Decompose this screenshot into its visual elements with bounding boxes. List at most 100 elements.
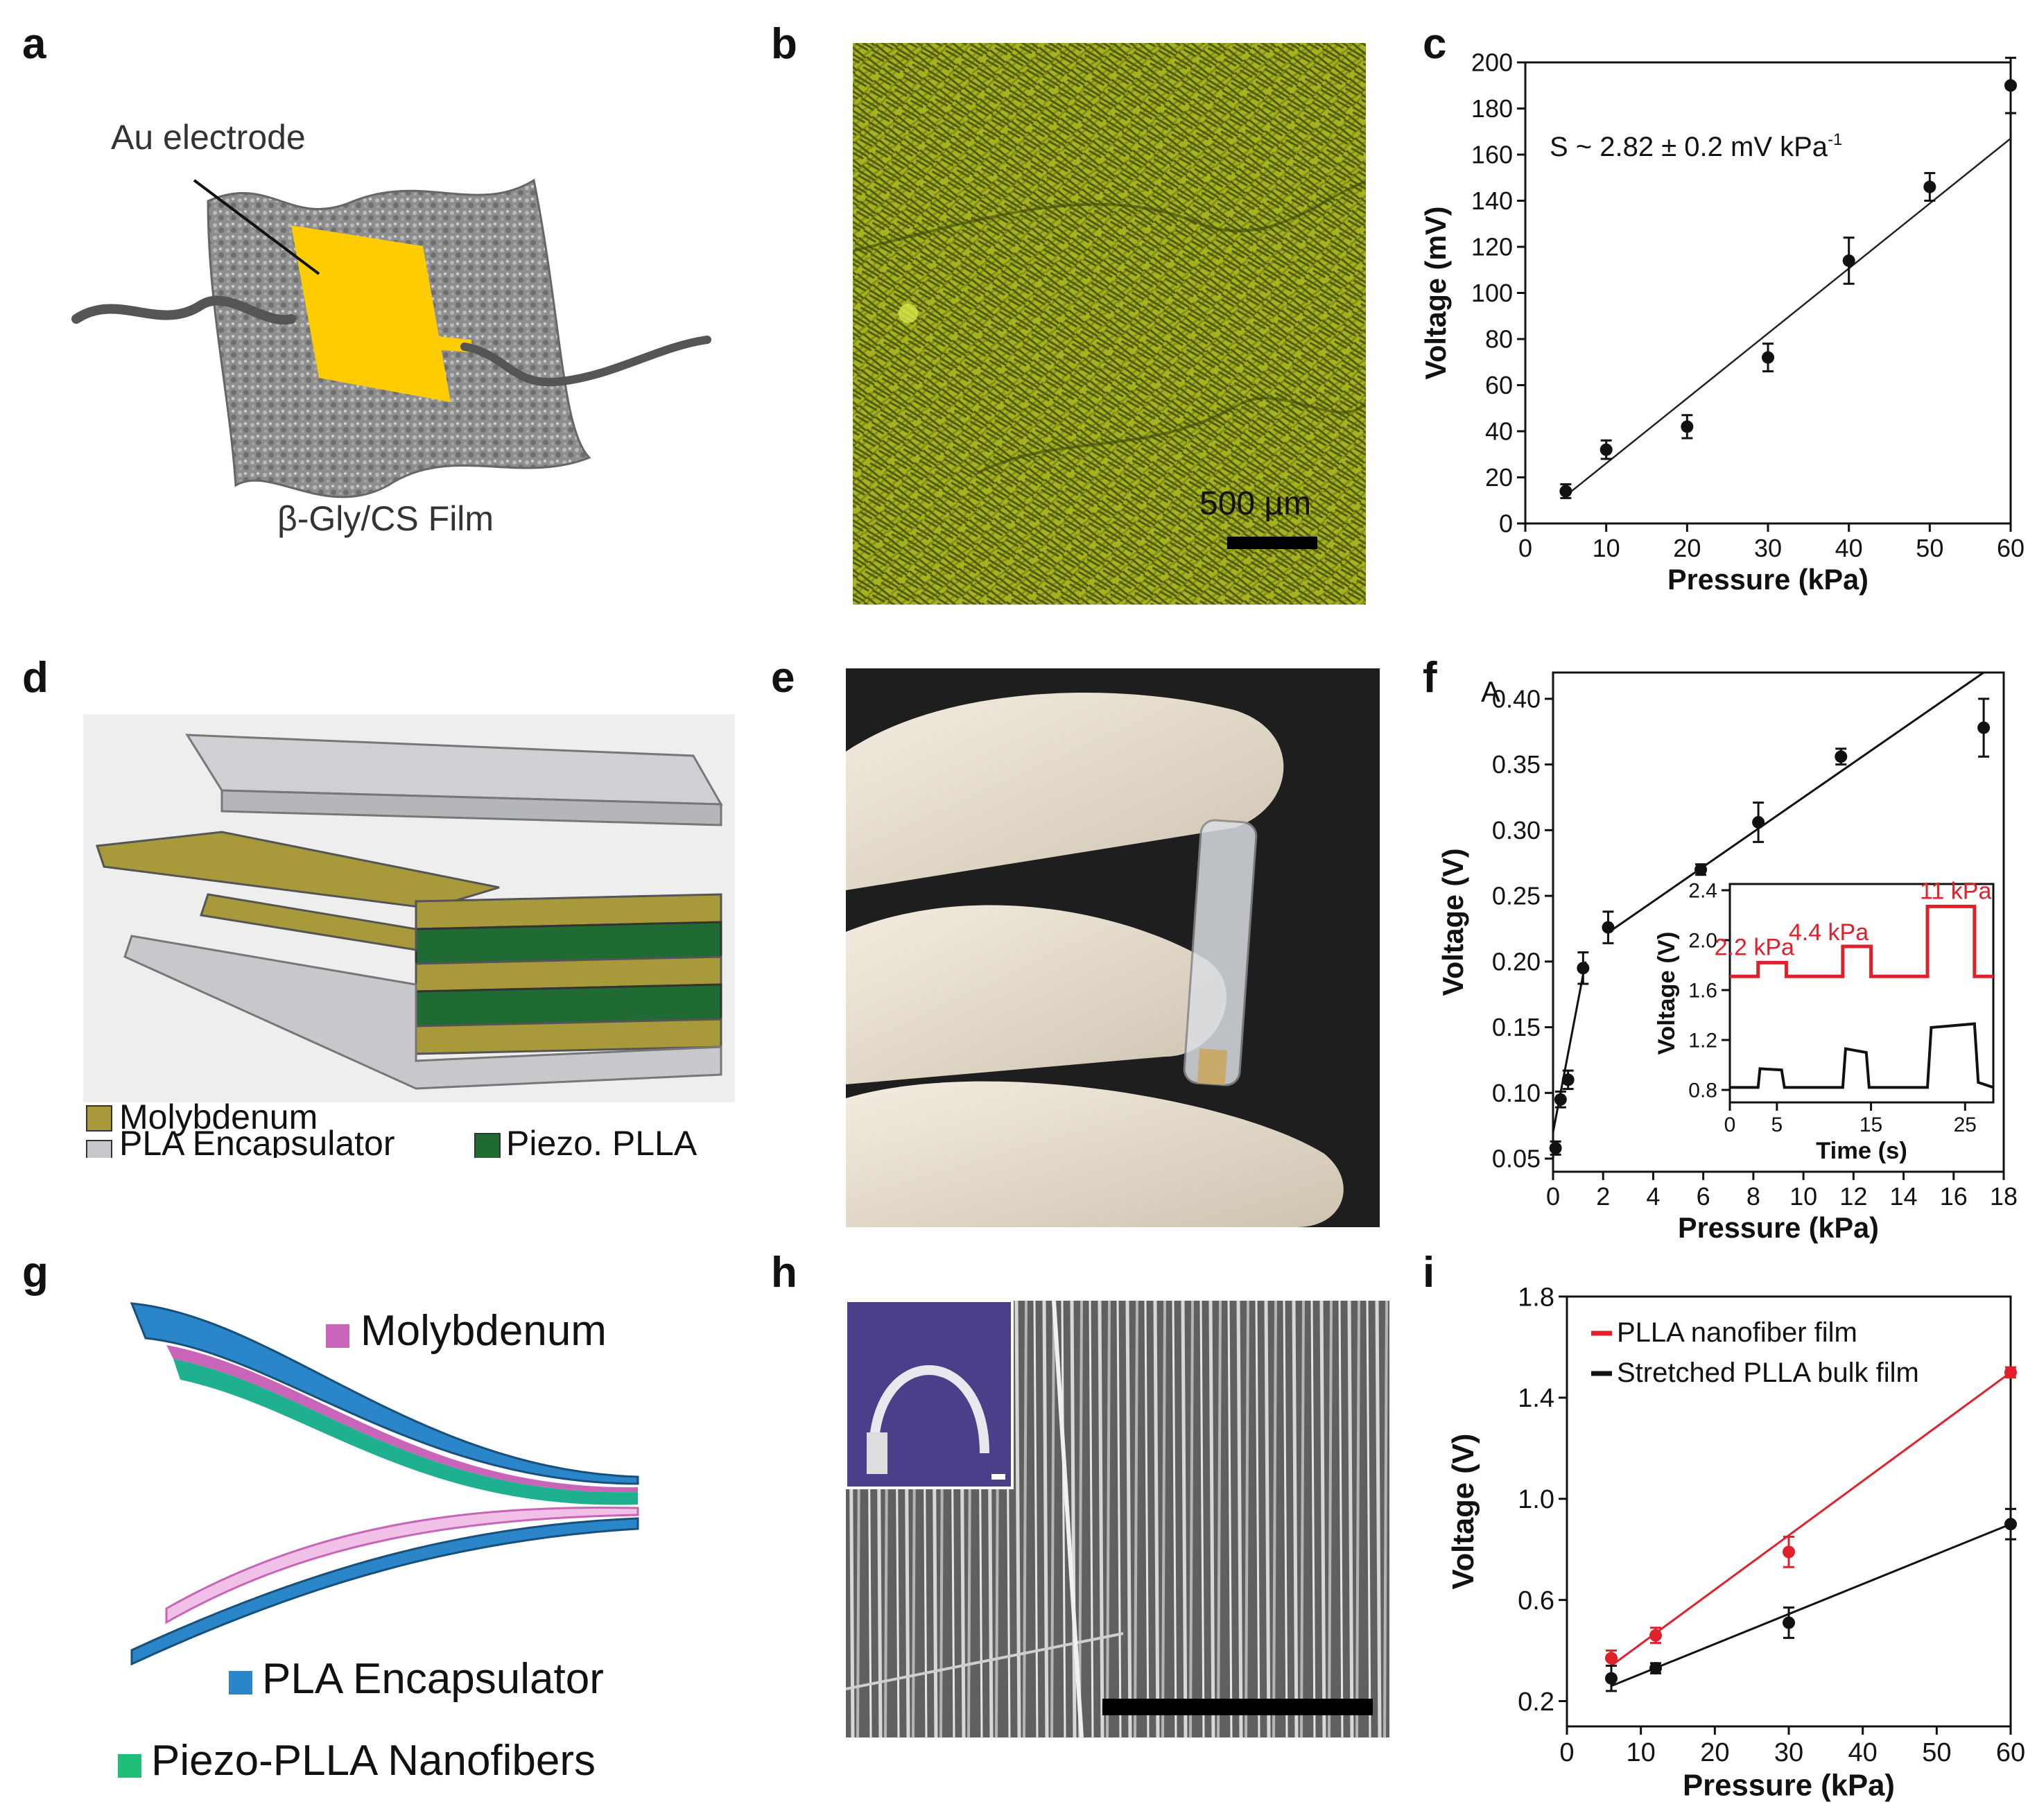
panel-label-c: c: [1423, 20, 1447, 68]
data-point: [1559, 485, 1572, 498]
y-tick-label: 40: [1485, 417, 1513, 446]
y-tick-label: 2.4: [1688, 880, 1717, 903]
data-point: [2004, 79, 2017, 92]
x-tick-label: 50: [1922, 1738, 1951, 1767]
x-tick-label: 12: [1839, 1182, 1867, 1211]
legend-d-pla: PLA Encapsulator: [119, 1124, 395, 1158]
x-tick-label: 15: [1860, 1113, 1882, 1136]
y-axis-label: Voltage (mV): [1421, 207, 1452, 380]
y-tick-label: 180: [1471, 94, 1513, 123]
y-tick-label: 0.20: [1492, 947, 1541, 976]
data-point: [1600, 443, 1613, 456]
panel-label-h: h: [771, 1249, 797, 1297]
device-schematic-g: Molybdenum PLA Encapsulator Piezo-PLLA N…: [118, 1302, 639, 1785]
chart-f: 0 2 4 6 8 10 12 14 16 18 0.05 0.10 0.15 0.20 0.25 0.30 0…: [1437, 671, 2018, 1244]
spherulite-micrograph: 500 µm: [852, 43, 1367, 605]
panel-h: [844, 1299, 1389, 1738]
data-point: [1783, 1545, 1795, 1559]
y-tick-label: 0.8: [1688, 1080, 1717, 1102]
y-tick-label: 0.15: [1492, 1013, 1541, 1041]
panel-label-g: g: [22, 1249, 49, 1297]
data-point: [1554, 1093, 1567, 1106]
data-point: [1783, 1616, 1795, 1629]
data-point: [2004, 1366, 2017, 1379]
panel-label-i: i: [1423, 1249, 1435, 1297]
data-point: [1577, 962, 1590, 975]
fit-line: [1565, 137, 2011, 497]
x-tick-label: 6: [1697, 1182, 1710, 1211]
y-tick-label: 0.05: [1492, 1145, 1541, 1173]
data-point: [1762, 351, 1774, 364]
panel-label-f: f: [1423, 654, 1437, 702]
y-tick-label: 100: [1471, 279, 1513, 307]
inset-chart: 0 5 15 25 0.8 1.2 1.6 2.0 2.4 Time (s) Voltage (V)…: [1654, 878, 1995, 1164]
x-tick-label: 60: [1997, 534, 2025, 562]
legend-g-molybdenum: Molybdenum: [361, 1307, 607, 1355]
x-tick-label: 0: [1518, 534, 1532, 562]
y-axis-label: Voltage (V): [1437, 848, 1469, 996]
data-point: [1602, 921, 1615, 934]
data-point: [1549, 1141, 1562, 1154]
inset-pressure-label: 4.4 kPa: [1789, 919, 1869, 946]
y-tick-label: 140: [1471, 187, 1513, 215]
inset-pressure-label: 11 kPa: [1920, 878, 1991, 905]
x-tick-label: 2: [1596, 1182, 1610, 1211]
panel-label-e: e: [771, 654, 795, 702]
panel-a: Au electrode β-Gly/CS Film: [62, 97, 728, 555]
panel-e: [846, 668, 1380, 1227]
legend-g-pla: PLA Encapsulator: [262, 1655, 604, 1703]
au-electrode: [291, 225, 451, 402]
y-tick-label: 60: [1485, 371, 1513, 399]
y-tick-label: 0.35: [1492, 750, 1541, 779]
sensor-illustration: Au electrode β-Gly/CS Film: [71, 118, 711, 538]
inset-bg: [1730, 884, 1993, 1102]
panel-label-a: a: [22, 20, 46, 68]
panel-b: 500 µm: [852, 43, 1367, 605]
x-tick-label: 0: [1724, 1113, 1736, 1136]
x-axis-label: Pressure (kPa): [1678, 1212, 1879, 1244]
x-tick-label: 10: [1627, 1738, 1656, 1767]
legend-d-molybdenum: Molybdenum: [119, 1098, 318, 1136]
y-tick-label: 0.25: [1492, 882, 1541, 910]
y-tick-label: 160: [1471, 141, 1513, 169]
wire-left: [71, 295, 296, 325]
device-schematic-d: Molybdenum PLA Encapsulator Piezo. PLLA: [83, 714, 735, 1166]
x-tick-label: 30: [1774, 1738, 1803, 1767]
data-point: [1681, 420, 1694, 433]
x-tick-label: 8: [1746, 1182, 1760, 1211]
data-point: [2004, 1518, 2017, 1531]
y-tick-label: 2.0: [1688, 930, 1717, 953]
annotation-superscript: -1: [1828, 130, 1842, 149]
legend-label-0: PLLA nanofiber film: [1617, 1317, 1857, 1348]
data-point: [1923, 180, 1936, 193]
data-point: [1605, 1652, 1618, 1665]
film-label: β-Gly/CS Film: [277, 499, 494, 538]
x-tick-label: 14: [1890, 1182, 1918, 1211]
data-point: [1694, 863, 1708, 876]
y-tick-label: 120: [1471, 233, 1513, 261]
panel-g: Molybdenum PLA Encapsulator Piezo-PLLA N…: [104, 1276, 714, 1803]
y-tick-label: 1.6: [1688, 980, 1717, 1003]
fit-line-0: [1611, 1371, 2011, 1667]
x-tick-label: 4: [1646, 1182, 1660, 1211]
scale-bar-label: 500 µm: [1199, 485, 1311, 522]
data-point: [1977, 721, 1991, 734]
sem-nanofibers: [844, 1299, 1389, 1738]
legend-g-piezo: Piezo-PLLA Nanofibers: [151, 1737, 596, 1785]
x-axis-label: Pressure (kPa): [1683, 1768, 1895, 1802]
inset-stimulus-trace: [1730, 904, 1993, 978]
scale-bar-h: [1102, 1699, 1373, 1715]
y-tick-label: 0.10: [1492, 1079, 1541, 1107]
x-tick-label: 0: [1546, 1182, 1560, 1211]
x-tick-label: 25: [1954, 1113, 1977, 1136]
x-tick-label: 10: [1593, 534, 1620, 562]
x-tick-label: 40: [1835, 534, 1863, 562]
inset-pressure-label: 2.2 kPa: [1715, 935, 1794, 961]
chart-i: 0 10 20 30 40 50 60 0.2 0.6 1.0 1.4 1.8 Pressure (kP…: [1446, 1283, 2025, 1802]
x-tick-label: 60: [1996, 1738, 2025, 1767]
y-tick-label: 80: [1485, 325, 1513, 354]
panel-label-d: d: [22, 654, 49, 702]
x-tick-label: 50: [1916, 534, 1943, 562]
x-tick-label: 16: [1940, 1182, 1968, 1211]
y-tick-label: 1.2: [1688, 1030, 1717, 1052]
